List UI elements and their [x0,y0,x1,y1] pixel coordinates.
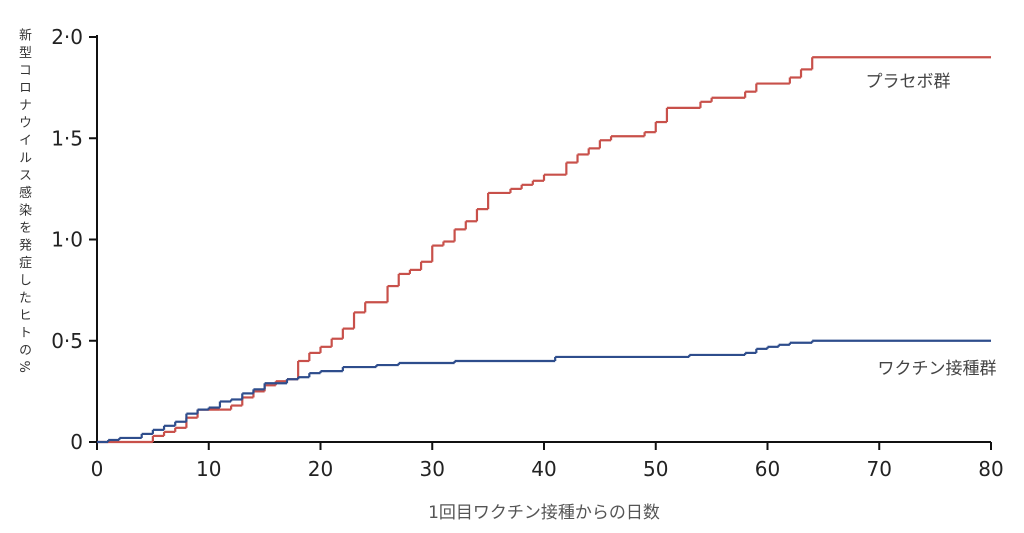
x-tick-label: 20 [308,457,333,481]
y-tick-label: 0·5 [51,329,83,353]
x-tick-label: 70 [867,457,892,481]
x-tick-label: 30 [420,457,445,481]
y-tick-label: 0 [70,430,83,454]
series-label: プラセボ群 [866,72,951,92]
series-label: ワクチン接種群 [878,359,997,379]
x-tick-label: 50 [643,457,668,481]
x-tick-label: 60 [755,457,780,481]
y-tick-label: 2·0 [51,25,83,49]
x-tick-label: 80 [978,457,1003,481]
x-tick-label: 10 [196,457,221,481]
x-axis-label: 1回目ワクチン接種からの日数 [428,503,660,523]
y-tick-label: 1·0 [51,228,83,252]
y-axis-label: 新型コロナウイルス感染を発症したヒトの% [16,28,31,378]
x-tick-label: 0 [91,457,104,481]
y-tick-label: 1·5 [51,126,83,150]
x-tick-label: 40 [531,457,556,481]
